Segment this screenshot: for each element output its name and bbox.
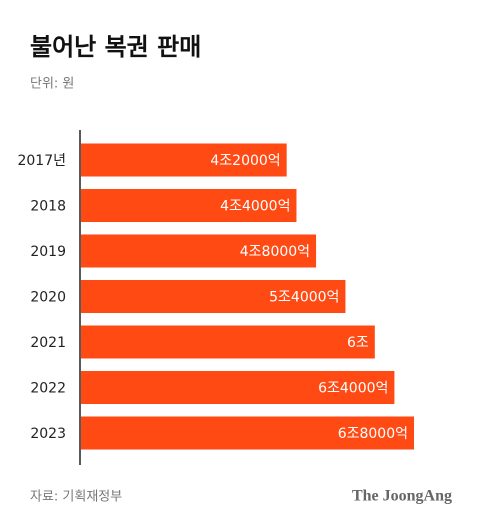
y-tick-label: 2022 (30, 381, 66, 397)
chart-subtitle: 단위: 원 (30, 77, 74, 92)
bar (81, 189, 297, 222)
y-tick-label: 2021 (30, 335, 66, 351)
value-label: 6조8000억 (338, 426, 408, 442)
bar (81, 325, 375, 359)
bar (81, 371, 395, 404)
source: 자료: 기획재정부 (30, 490, 122, 505)
bar (81, 416, 414, 450)
y-tick-label: 2020 (30, 290, 66, 306)
value-label: 4조4000억 (220, 199, 290, 215)
value-label: 5조4000억 (269, 290, 339, 306)
bar (81, 234, 317, 268)
brand-logo: The JoongAng (352, 488, 452, 505)
value-label: 4조8000억 (240, 244, 310, 260)
y-tick-label: 2023 (30, 426, 66, 442)
y-tick-label: 2017년 (17, 153, 66, 169)
y-tick-label: 2019 (30, 244, 66, 260)
bar (81, 143, 287, 177)
bar (81, 280, 346, 313)
y-tick-label: 2018 (30, 199, 66, 215)
value-label: 6조4000억 (318, 381, 388, 397)
value-label: 6조 (347, 335, 369, 351)
chart-title: 불어난 복권 판매 (30, 33, 201, 61)
value-label: 4조2000억 (210, 153, 280, 169)
